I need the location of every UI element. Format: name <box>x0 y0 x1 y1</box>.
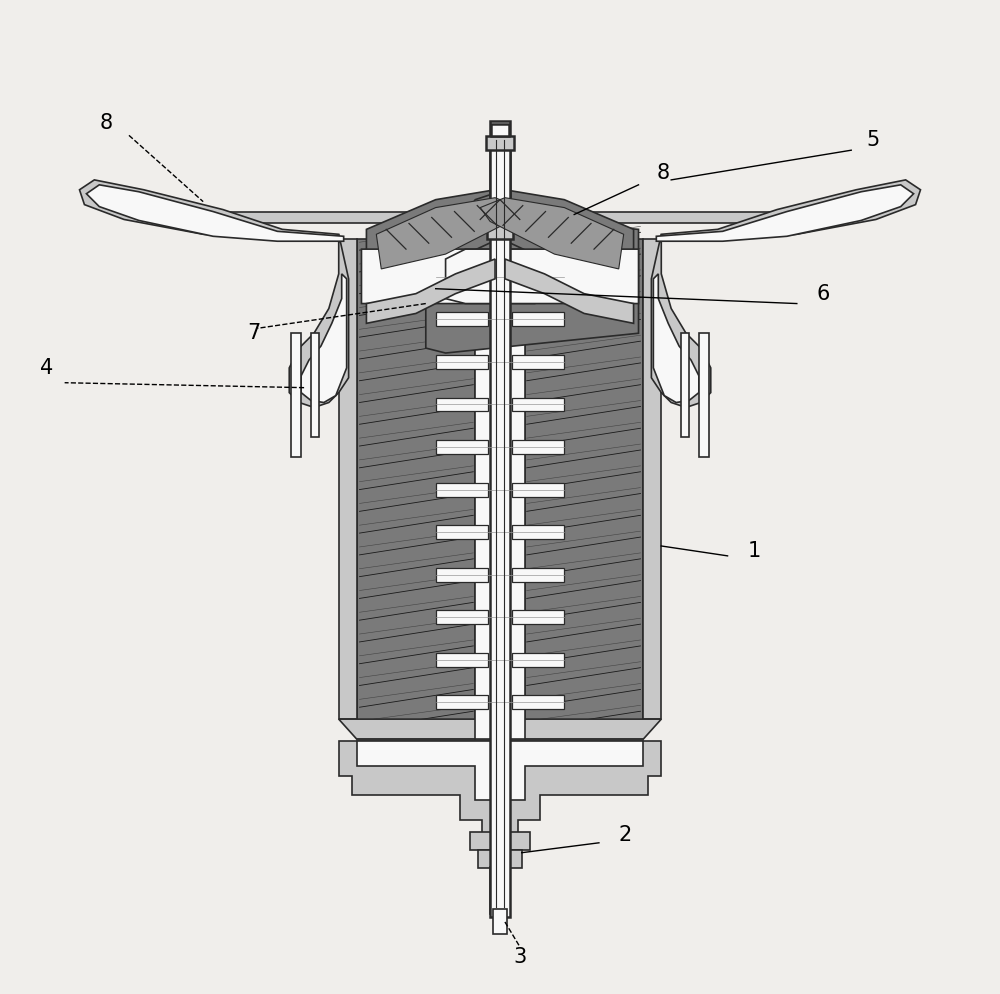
Text: 2: 2 <box>619 824 632 844</box>
Bar <box>512 526 564 540</box>
Text: 8: 8 <box>99 113 112 133</box>
Bar <box>512 610 564 624</box>
Polygon shape <box>681 334 689 437</box>
Bar <box>436 653 488 667</box>
Text: 4: 4 <box>40 358 53 378</box>
Bar <box>512 569 564 582</box>
Polygon shape <box>505 259 634 324</box>
Polygon shape <box>339 240 357 720</box>
Bar <box>512 399 564 412</box>
Polygon shape <box>376 199 520 269</box>
Polygon shape <box>366 191 535 279</box>
Polygon shape <box>643 240 661 720</box>
Bar <box>436 270 488 284</box>
Text: 1: 1 <box>747 541 761 561</box>
Bar <box>495 213 772 225</box>
Bar <box>493 910 507 934</box>
Bar <box>218 213 495 225</box>
Polygon shape <box>525 240 643 740</box>
Bar <box>490 867 510 914</box>
Text: 6: 6 <box>817 283 830 303</box>
Bar <box>487 219 513 240</box>
Polygon shape <box>446 249 639 304</box>
Bar <box>436 610 488 624</box>
Bar <box>436 526 488 540</box>
Polygon shape <box>651 235 711 409</box>
Text: 8: 8 <box>656 163 669 183</box>
Polygon shape <box>357 240 475 740</box>
Bar <box>436 483 488 497</box>
Polygon shape <box>361 249 554 304</box>
Bar <box>436 399 488 412</box>
Bar <box>512 270 564 284</box>
Polygon shape <box>357 742 643 800</box>
Bar <box>512 440 564 454</box>
Text: 5: 5 <box>866 130 879 150</box>
Bar <box>486 137 514 151</box>
Polygon shape <box>289 235 349 409</box>
Polygon shape <box>339 720 661 740</box>
Bar <box>512 696 564 710</box>
Bar <box>436 313 488 327</box>
Polygon shape <box>86 186 344 242</box>
Bar <box>512 356 564 370</box>
Polygon shape <box>339 742 661 850</box>
Polygon shape <box>79 181 339 240</box>
Bar <box>436 356 488 370</box>
Text: 3: 3 <box>513 945 526 965</box>
Bar <box>512 313 564 327</box>
Bar <box>436 569 488 582</box>
Polygon shape <box>366 259 495 324</box>
Polygon shape <box>311 334 319 437</box>
Bar <box>490 121 510 917</box>
Bar <box>490 144 510 219</box>
Polygon shape <box>291 334 301 457</box>
Polygon shape <box>480 199 624 269</box>
Bar <box>478 850 522 868</box>
Bar <box>475 240 525 740</box>
Text: 7: 7 <box>248 323 261 343</box>
Polygon shape <box>661 181 921 240</box>
Bar <box>470 832 530 850</box>
Polygon shape <box>465 191 634 279</box>
Polygon shape <box>301 274 347 404</box>
Bar <box>512 653 564 667</box>
Bar <box>491 125 509 137</box>
Polygon shape <box>426 216 639 354</box>
Polygon shape <box>653 274 699 404</box>
Bar <box>512 483 564 497</box>
Polygon shape <box>656 186 914 242</box>
Bar <box>436 440 488 454</box>
Polygon shape <box>699 334 709 457</box>
Bar <box>436 696 488 710</box>
